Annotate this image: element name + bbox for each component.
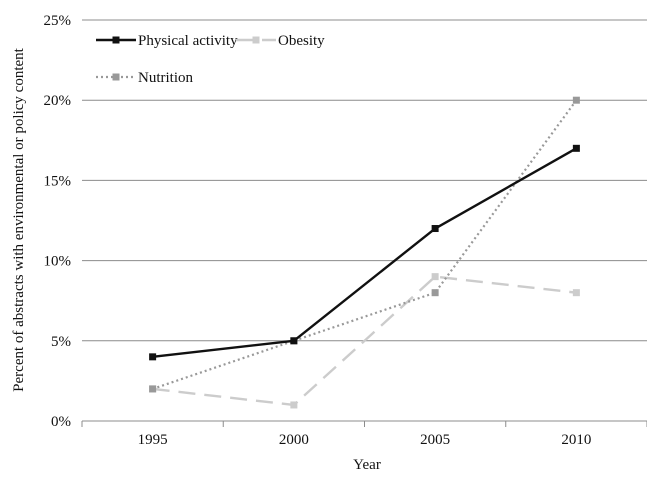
y-tick-label: 0%	[51, 414, 71, 430]
x-axis-title: Year	[353, 457, 381, 473]
legend-item: Obesity	[236, 33, 325, 49]
data-point	[290, 337, 297, 344]
legend: Physical activity Obesity Nutrition	[96, 33, 325, 86]
legend-swatch-marker	[113, 74, 120, 81]
legend-item: Nutrition	[96, 70, 193, 86]
data-point	[290, 401, 297, 408]
y-tick-label: 15%	[44, 173, 72, 189]
legend-item: Physical activity	[96, 33, 238, 49]
data-point	[573, 97, 580, 104]
x-tick-label: 2005	[420, 432, 450, 448]
legend-label: Nutrition	[138, 70, 193, 86]
data-point	[432, 273, 439, 280]
axes: 0% 5% 10% 15% 20% 25% 1995 2000 2005 2010	[44, 13, 647, 448]
data-point	[149, 353, 156, 360]
legend-swatch-marker	[113, 37, 120, 44]
y-tick-label: 20%	[44, 93, 72, 109]
x-tick-label: 1995	[138, 432, 168, 448]
y-tick-label: 5%	[51, 334, 71, 350]
data-point	[573, 289, 580, 296]
data-point	[149, 385, 156, 392]
gridlines	[82, 20, 647, 341]
series-line	[153, 148, 577, 357]
y-tick-label: 25%	[44, 13, 72, 29]
series-lines	[149, 97, 580, 409]
series-line	[153, 100, 577, 389]
data-point	[573, 145, 580, 152]
x-tick-label: 2010	[561, 432, 591, 448]
legend-label: Physical activity	[138, 33, 238, 49]
legend-label: Obesity	[278, 33, 325, 49]
y-axis-title: Percent of abstracts with environmental …	[11, 47, 27, 391]
legend-swatch-marker	[253, 37, 260, 44]
data-point	[432, 225, 439, 232]
data-point	[432, 289, 439, 296]
series-physical-activity	[149, 145, 580, 361]
series-nutrition	[149, 97, 580, 393]
x-tick-label: 2000	[279, 432, 309, 448]
y-tick-label: 10%	[44, 254, 72, 270]
